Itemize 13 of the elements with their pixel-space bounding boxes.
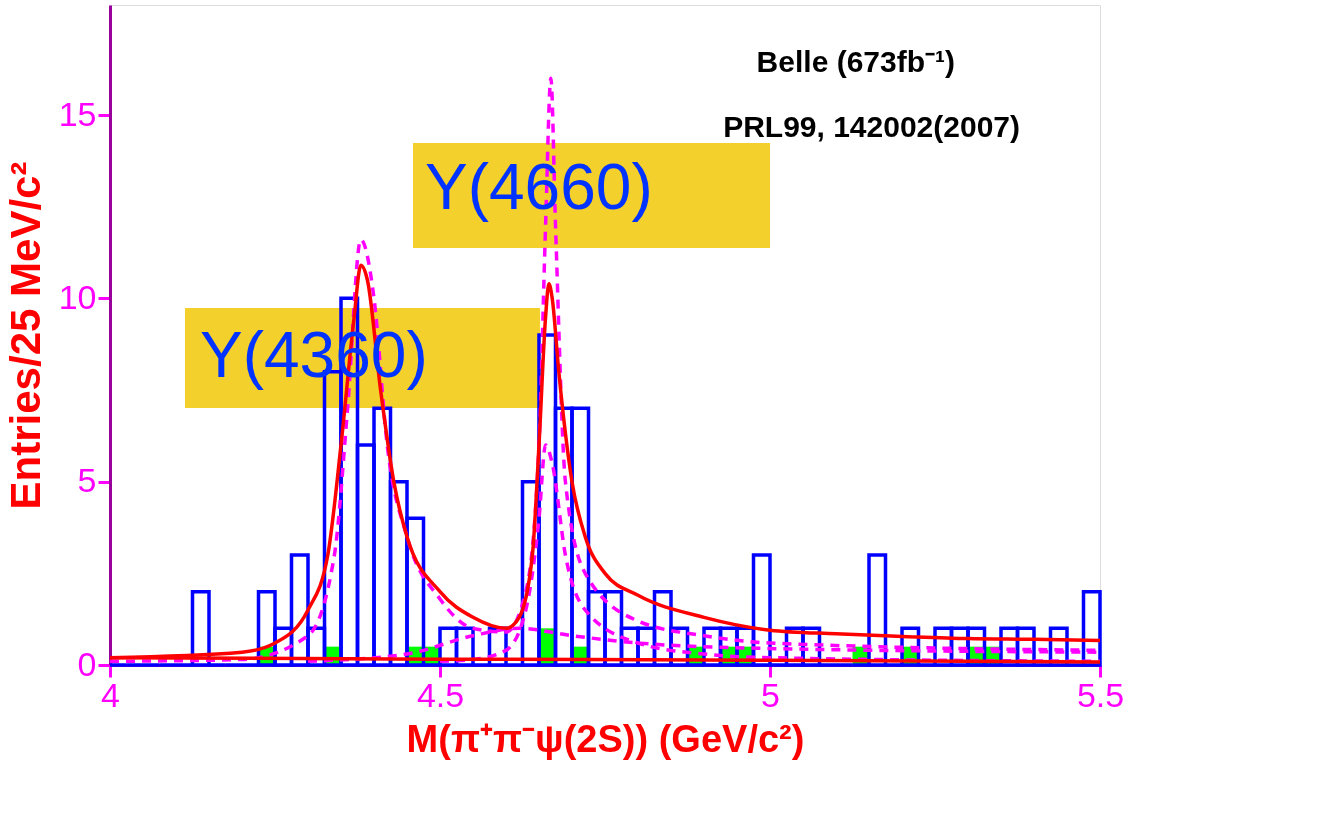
annotation: Belle (673fb⁻¹) (756, 45, 955, 78)
y-tick-label: 5 (77, 461, 97, 500)
y-tick-label: 10 (58, 277, 97, 316)
y-tick-label: 0 (77, 644, 97, 683)
x-tick-label: 4 (101, 675, 120, 714)
annotation: PRL99, 142002(2007) (723, 110, 1020, 143)
x-tick-label: 4.5 (416, 675, 465, 714)
annotation: Y(4660) (425, 151, 653, 223)
x-axis-title: M(π⁺π⁻ψ(2S)) (GeV/c²) (406, 717, 805, 760)
y-axis-title: Entries/25 MeV/c² (1, 161, 49, 510)
y-tick-label: 15 (58, 94, 97, 133)
x-tick-label: 5.5 (1076, 675, 1125, 714)
x-tick-label: 5 (761, 675, 780, 714)
